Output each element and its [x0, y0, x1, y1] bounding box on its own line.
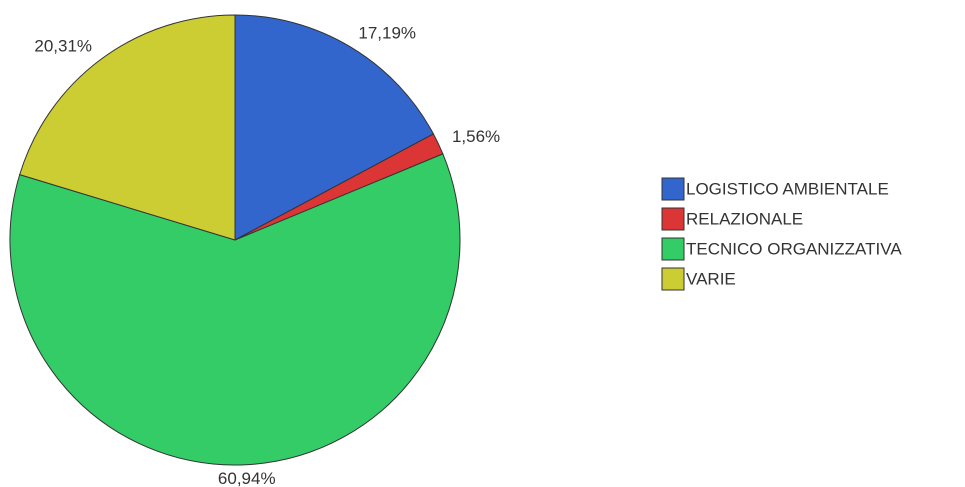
data-label: 20,31%	[34, 37, 92, 56]
legend-swatch	[661, 267, 685, 291]
pie-slice	[19, 14, 236, 241]
legend-swatch	[661, 177, 685, 201]
data-label: 60,94%	[218, 469, 276, 487]
legend-label: LOGISTICO AMBIENTALE	[686, 179, 889, 198]
legend-label: TECNICO ORGANIZZATIVA	[686, 239, 902, 258]
legend-swatch	[661, 237, 685, 261]
legend-label: RELAZIONALE	[686, 209, 803, 228]
pie-slice	[9, 153, 461, 466]
data-label: 1,56%	[452, 127, 500, 146]
pie-slice	[234, 14, 435, 241]
data-label: 17,19%	[358, 24, 416, 43]
legend-swatch	[661, 207, 685, 231]
legend-label: VARIE	[686, 269, 736, 288]
